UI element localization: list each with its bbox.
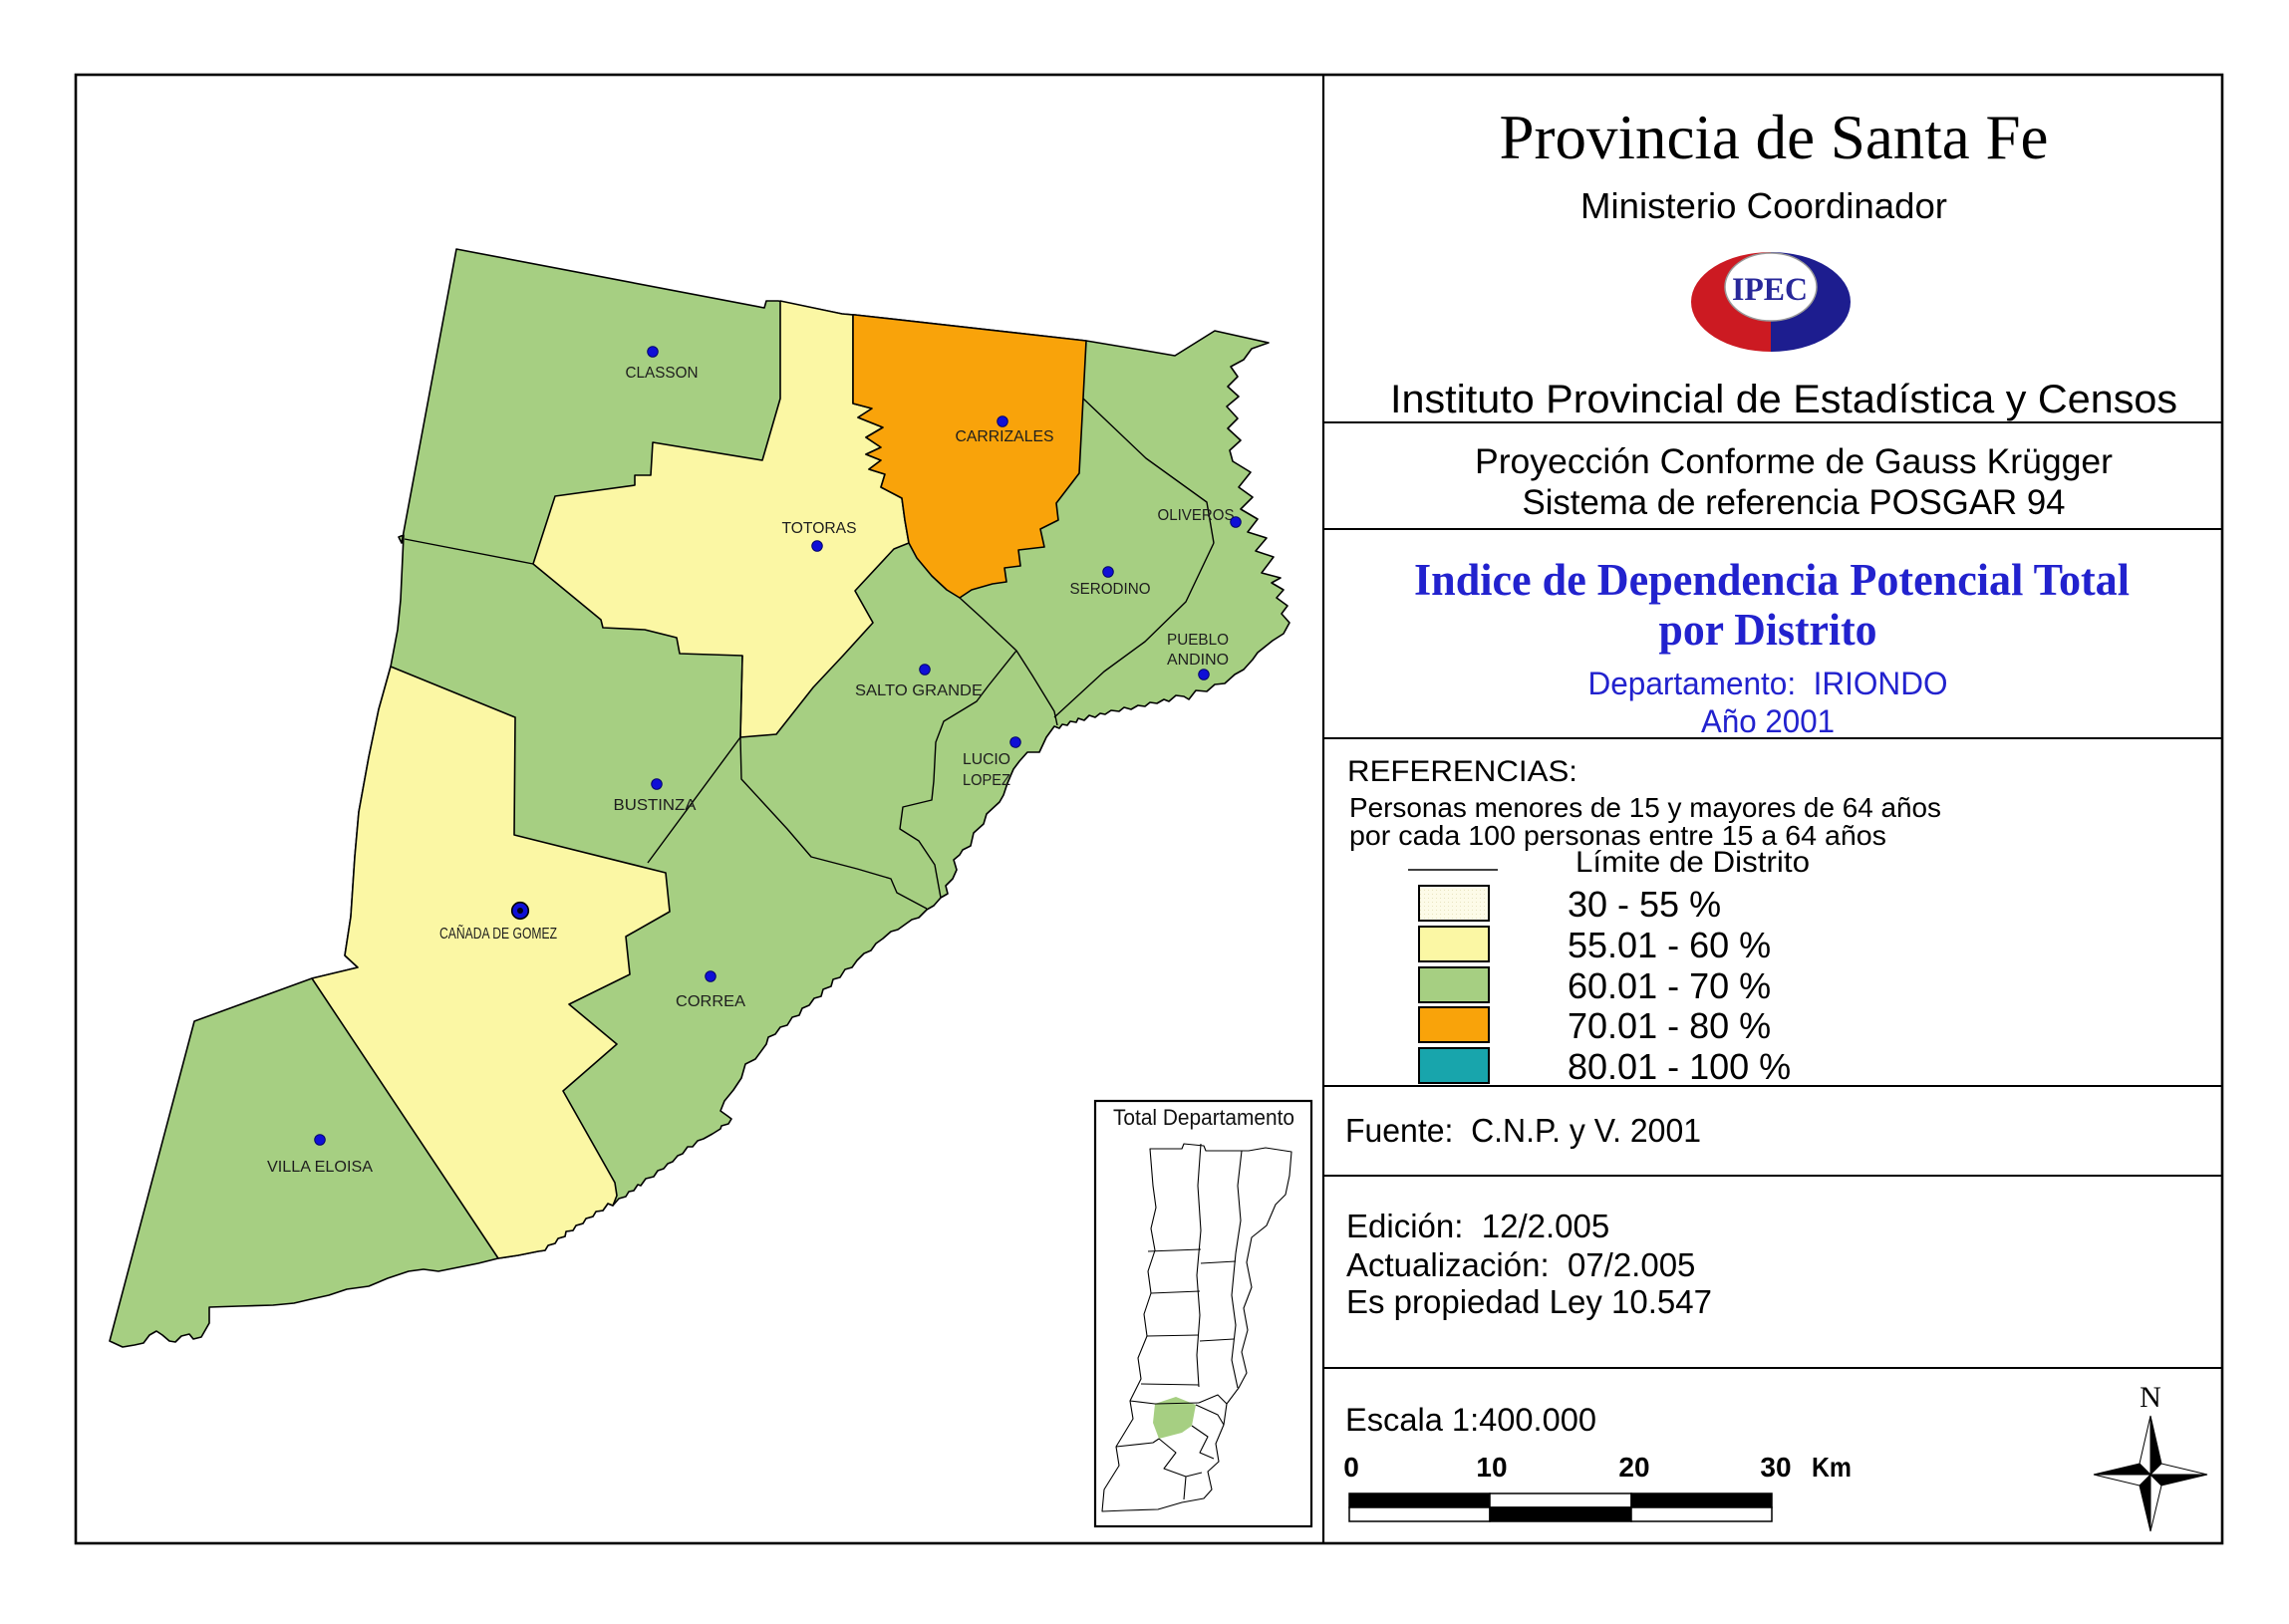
svg-text:30: 30	[1760, 1452, 1791, 1483]
svg-text:Departamento: IRIONDO: Departamento: IRIONDO	[1588, 666, 1948, 701]
svg-text:VILLA ELOISA: VILLA ELOISA	[267, 1159, 373, 1176]
svg-text:10: 10	[1476, 1452, 1507, 1483]
svg-text:CLASSON: CLASSON	[626, 365, 699, 382]
svg-text:Indice de Dependencia Potencia: Indice de Dependencia Potencial Total	[1414, 555, 2130, 605]
svg-text:CORREA: CORREA	[676, 993, 745, 1010]
svg-text:por cada 100 personas entre 15: por cada 100 personas entre 15 a 64 años	[1349, 820, 1886, 851]
svg-text:TOTORAS: TOTORAS	[782, 520, 857, 537]
svg-text:LUCIO: LUCIO	[963, 751, 1010, 768]
svg-text:CARRIZALES: CARRIZALES	[956, 428, 1054, 445]
svg-text:Km: Km	[1812, 1452, 1852, 1483]
svg-text:OLIVEROS: OLIVEROS	[1158, 507, 1235, 524]
svg-text:ANDINO: ANDINO	[1167, 652, 1229, 669]
svg-text:por Distrito: por Distrito	[1659, 605, 1877, 655]
svg-text:Actualización: 07/2.005: Actualización: 07/2.005	[1346, 1246, 1695, 1283]
svg-text:Proyección Conforme de Gauss K: Proyección Conforme de Gauss Krügger	[1475, 442, 2113, 481]
svg-text:Límite de Distrito: Límite de Distrito	[1575, 846, 1810, 879]
svg-text:PUEBLO: PUEBLO	[1167, 632, 1229, 649]
svg-text:60.01 - 70 %: 60.01 - 70 %	[1568, 965, 1771, 1006]
svg-text:Edición: 12/2.005: Edición: 12/2.005	[1346, 1208, 1609, 1244]
svg-text:Instituto Provincial de Estadí: Instituto Provincial de Estadística y Ce…	[1390, 378, 2177, 421]
svg-text:Personas menores de 15 y mayor: Personas menores de 15 y mayores de 64 a…	[1349, 792, 1941, 823]
svg-text:Año 2001: Año 2001	[1701, 703, 1835, 739]
svg-text:Ministerio Coordinador: Ministerio Coordinador	[1580, 185, 1947, 226]
svg-text:SALTO GRANDE: SALTO GRANDE	[855, 682, 983, 699]
svg-text:70.01 - 80 %: 70.01 - 80 %	[1568, 1005, 1771, 1046]
svg-text:LOPEZ: LOPEZ	[963, 772, 1010, 789]
svg-text:REFERENCIAS:: REFERENCIAS:	[1347, 755, 1577, 788]
svg-text:SERODINO: SERODINO	[1070, 581, 1151, 598]
svg-text:Fuente: C.N.P. y V. 2001: Fuente: C.N.P. y V. 2001	[1345, 1112, 1701, 1149]
svg-text:Escala 1:400.000: Escala 1:400.000	[1345, 1402, 1596, 1438]
svg-text:0: 0	[1343, 1452, 1359, 1483]
svg-text:30 - 55 %: 30 - 55 %	[1568, 884, 1721, 925]
svg-text:Provincia de Santa Fe: Provincia de Santa Fe	[1500, 103, 2049, 172]
svg-text:55.01 - 60 %: 55.01 - 60 %	[1568, 925, 1771, 965]
svg-text:Es propiedad Ley 10.547: Es propiedad Ley 10.547	[1346, 1283, 1712, 1320]
svg-text:IPEC: IPEC	[1732, 272, 1808, 308]
svg-text:BUSTINZA: BUSTINZA	[614, 797, 697, 814]
svg-text:Total Departamento: Total Departamento	[1113, 1105, 1294, 1130]
svg-text:80.01 - 100 %: 80.01 - 100 %	[1568, 1046, 1791, 1087]
svg-text:20: 20	[1618, 1452, 1649, 1483]
svg-text:CAÑADA DE GOMEZ: CAÑADA DE GOMEZ	[439, 923, 557, 943]
svg-text:N: N	[2140, 1381, 2161, 1414]
svg-text:Sistema de referencia POSGAR 9: Sistema de referencia POSGAR 94	[1523, 483, 2066, 522]
